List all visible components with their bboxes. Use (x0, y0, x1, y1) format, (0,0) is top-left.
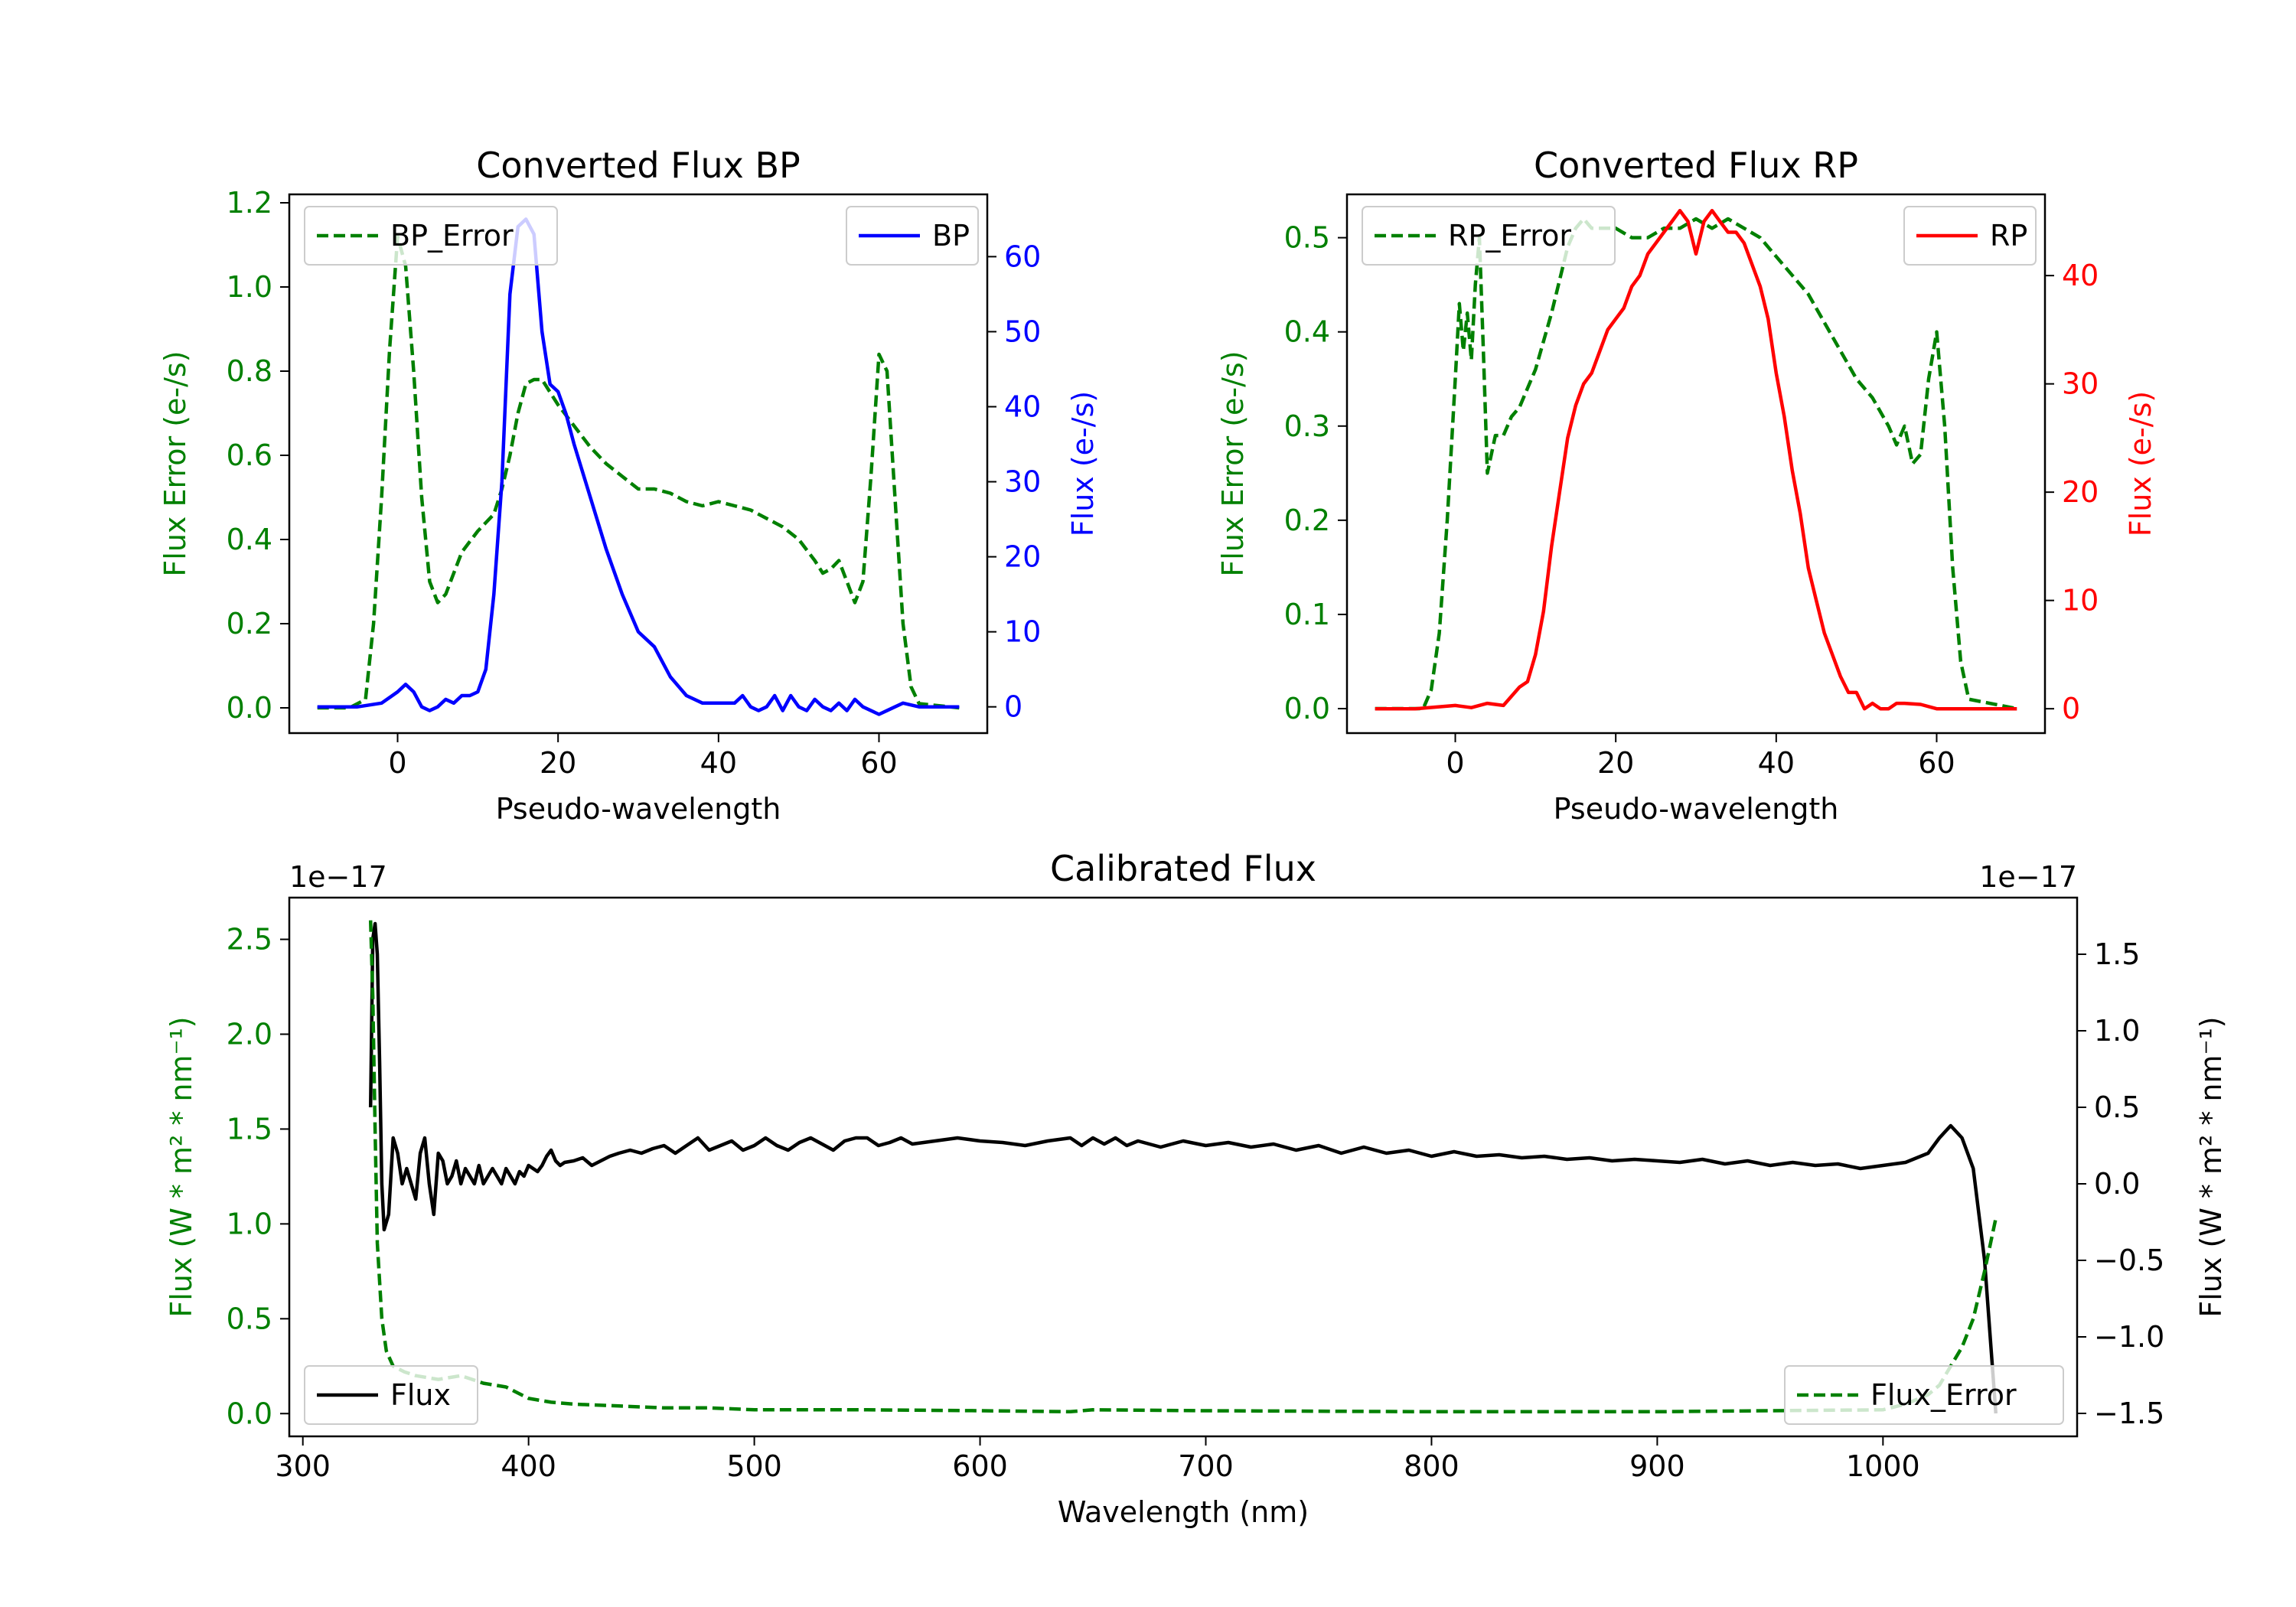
y-right-tick-label: −0.5 (2094, 1244, 2164, 1277)
legend-label-right: BP (932, 219, 970, 253)
x-tick-label: 500 (726, 1449, 782, 1483)
legend-label-left: RP_Error (1448, 219, 1571, 253)
x-tick-label: 800 (1404, 1449, 1459, 1483)
y-left-tick-label: 2.0 (227, 1017, 272, 1051)
x-tick-label: 900 (1629, 1449, 1685, 1483)
x-tick-label: 0 (388, 746, 406, 780)
legend-label-left: Flux (390, 1378, 451, 1412)
y-right-tick-label: 40 (1004, 390, 1041, 423)
bp-chart-panel: 0 20 40 60 0.0 0.2 0.4 0.6 0.8 1.0 1.2 0 10 20 30 40 50 6… (158, 145, 1100, 826)
y-right-tick-label: 0 (2062, 692, 2080, 725)
y-right-tick-label: 1.0 (2094, 1014, 2140, 1048)
y-right-tick-label: 20 (1004, 540, 1041, 574)
y-right-tick-label: −1.5 (2094, 1397, 2164, 1430)
x-tick-label: 300 (275, 1449, 331, 1483)
y-right-tick-label: 60 (1004, 240, 1041, 273)
axes-frame (1345, 193, 2047, 735)
x-axis-label: Pseudo-wavelength (496, 792, 781, 826)
y-right-tick-label: 0.0 (2094, 1167, 2140, 1201)
x-tick-label: 0 (1446, 746, 1464, 780)
y-right-tick-label: 0 (1004, 690, 1022, 724)
y-left-tick-label: 0.1 (1284, 598, 1330, 631)
y-right-tick-label: 10 (2062, 584, 2099, 618)
y-right-tick-label: 50 (1004, 315, 1041, 348)
y-right-tick-label: 40 (2062, 259, 2099, 292)
y-left-tick-label: 0.8 (227, 354, 272, 388)
y-right-tick-label: 1.5 (2094, 937, 2140, 971)
legend-box-left (304, 1365, 478, 1425)
series-line-rp-error (1375, 217, 2017, 711)
series-line-bp (317, 217, 960, 716)
y-left-tick-label: 0.5 (227, 1302, 272, 1335)
y-right-offset-label: 1e−17 (1979, 860, 2077, 894)
x-tick-label: 20 (1597, 746, 1634, 780)
chart-title: Converted Flux RP (1534, 145, 1858, 186)
x-tick-label: 60 (860, 746, 897, 780)
y-right-axis-label: Flux (e-/s) (1066, 391, 1100, 536)
y-left-tick-label: 0.3 (1284, 409, 1330, 443)
legend-label-right: RP (1990, 219, 2027, 253)
legend-box-right (1784, 1365, 2064, 1425)
y-right-tick-label: 30 (2062, 367, 2099, 401)
series-line-flux (368, 921, 1998, 1414)
y-left-axis-label: Flux Error (e-/s) (158, 350, 192, 576)
y-left-tick-label: 0.0 (1284, 692, 1330, 725)
y-right-tick-label: −1.0 (2094, 1320, 2164, 1354)
series-line-bp-error (317, 234, 960, 710)
y-right-tick-label: 20 (2062, 475, 2099, 509)
legend-box-left (1362, 206, 1616, 266)
x-tick-label: 1000 (1846, 1449, 1920, 1483)
y-right-tick-label: 10 (1004, 615, 1041, 649)
y-left-tick-label: 0.5 (1284, 221, 1330, 255)
chart-title: Calibrated Flux (1050, 848, 1316, 889)
y-right-axis-label: Flux (e-/s) (2124, 391, 2157, 536)
y-left-tick-label: 0.6 (227, 438, 272, 472)
y-left-tick-label: 0.0 (227, 1397, 272, 1430)
x-tick-label: 60 (1918, 746, 1955, 780)
y-left-tick-label: 1.5 (227, 1112, 272, 1146)
y-right-tick-label: 0.5 (2094, 1090, 2140, 1124)
x-tick-label: 600 (952, 1449, 1008, 1483)
y-left-tick-label: 0.4 (1284, 315, 1330, 349)
y-left-tick-label: 0.2 (227, 607, 272, 641)
y-right-axis-label: Flux (W * m² * nm⁻¹) (2194, 1016, 2228, 1317)
x-tick-label: 700 (1178, 1449, 1234, 1483)
y-right-tick-label: 30 (1004, 465, 1041, 499)
y-left-tick-label: 0.0 (227, 691, 272, 725)
y-left-tick-label: 1.0 (227, 270, 272, 304)
series-line-rp (1375, 208, 2017, 711)
axes-frame (288, 896, 2079, 1438)
x-tick-label: 400 (501, 1449, 556, 1483)
y-left-tick-label: 1.2 (227, 186, 272, 220)
series-line-flux-error (368, 920, 1998, 1414)
y-left-axis-label: Flux (W * m² * nm⁻¹) (165, 1016, 198, 1317)
legend-label-left: BP_Error (390, 219, 514, 253)
y-left-tick-label: 1.0 (227, 1207, 272, 1240)
rp-chart-panel: 0 20 40 60 0.0 0.1 0.2 0.3 0.4 0.5 0 10 20 30 40 Conver… (1216, 145, 2157, 826)
y-left-tick-label: 0.2 (1284, 504, 1330, 537)
y-left-tick-label: 0.4 (227, 523, 272, 556)
x-axis-label: Pseudo-wavelength (1554, 792, 1839, 826)
y-left-tick-label: 2.5 (227, 923, 272, 957)
chart-title: Converted Flux BP (476, 145, 801, 186)
x-axis-label: Wavelength (nm) (1058, 1495, 1309, 1529)
legend-label-right: Flux_Error (1870, 1378, 2017, 1412)
x-tick-label: 20 (540, 746, 576, 780)
x-tick-label: 40 (700, 746, 737, 780)
legend-box-left (304, 206, 558, 266)
x-tick-label: 40 (1758, 746, 1795, 780)
y-left-axis-label: Flux Error (e-/s) (1216, 350, 1250, 576)
y-left-offset-label: 1e−17 (289, 860, 387, 894)
axes-frame (288, 193, 989, 735)
calibrated-chart-panel: 300 400 500 600 700 800 900 1000 0.0 0.5 1.0 1.5 2.0… (165, 848, 2228, 1529)
